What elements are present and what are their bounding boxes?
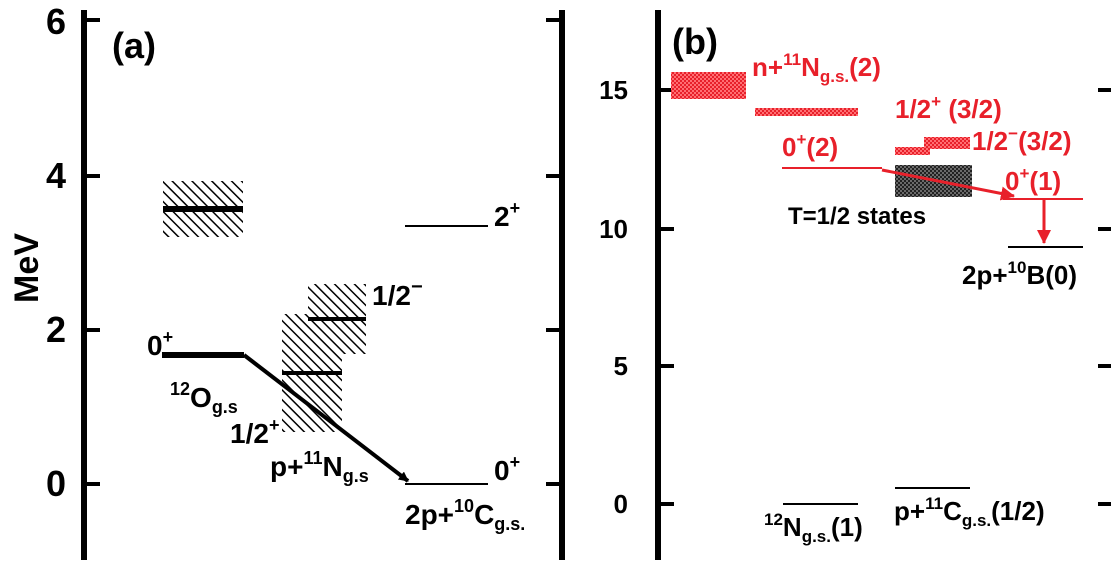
2p-b10-label: 2p+10B(0) — [962, 258, 1077, 290]
zero-plus-1-label: 0+(1) — [1005, 164, 1061, 196]
tick-label-b-0: 0 — [614, 489, 628, 519]
tick-label-b-10: 10 — [599, 214, 628, 244]
decay-arrow-a — [242, 353, 410, 483]
y-axis-title: MeV — [8, 233, 46, 303]
half-plus-band-b — [755, 108, 858, 116]
n12-label: 12Ng.s.(1) — [764, 510, 863, 546]
o12-name-label: 12Og.s — [170, 379, 238, 417]
two-plus-label: 2+ — [494, 198, 520, 232]
half-minus-label-a: 1/2− — [372, 276, 423, 311]
tick-label-a-6: 6 — [46, 1, 66, 42]
panel-b: 0 5 10 15 (b) n+11Ng.s.(2) 1/2+ (3/2) 1/… — [599, 10, 1111, 560]
n-n11-band — [671, 72, 746, 99]
n-n11-label: n+11Ng.s.(2) — [752, 50, 881, 86]
panel-a: 0 2 4 6 MeV (a) 0+ 12Og.s 1/2− 1/2+ p+11… — [8, 1, 565, 560]
zero-plus-label-a: 0+ — [494, 452, 520, 486]
half-minus-label-b: 1/2−(3/2) — [972, 124, 1072, 156]
half-plus-label-b: 1/2+ (3/2) — [895, 92, 1002, 124]
panel-a-label: (a) — [112, 25, 156, 66]
2p-c10-label: 2p+10Cg.s. — [405, 496, 525, 534]
t-half-states-label: T=1/2 states — [788, 203, 926, 230]
tick-label-a-0: 0 — [46, 463, 66, 504]
tick-label-b-5: 5 — [614, 351, 628, 381]
red-decay-arrow-1 — [881, 168, 1015, 201]
zero-plus-2-label: 0+(2) — [782, 130, 838, 162]
half-plus-b-small-band — [895, 147, 930, 155]
half-plus-label-a: 1/2+ — [230, 415, 279, 449]
tick-label-a-4: 4 — [46, 155, 66, 196]
tick-label-a-2: 2 — [46, 309, 66, 350]
o12-spin-label: 0+ — [147, 327, 173, 361]
p-c11-label: p+11Cg.s.(1/2) — [894, 494, 1045, 530]
tick-label-b-15: 15 — [599, 75, 628, 105]
p-n11-label: p+11Ng.s — [270, 448, 369, 486]
panel-b-label: (b) — [672, 21, 718, 62]
half-minus-band-b — [924, 137, 970, 149]
